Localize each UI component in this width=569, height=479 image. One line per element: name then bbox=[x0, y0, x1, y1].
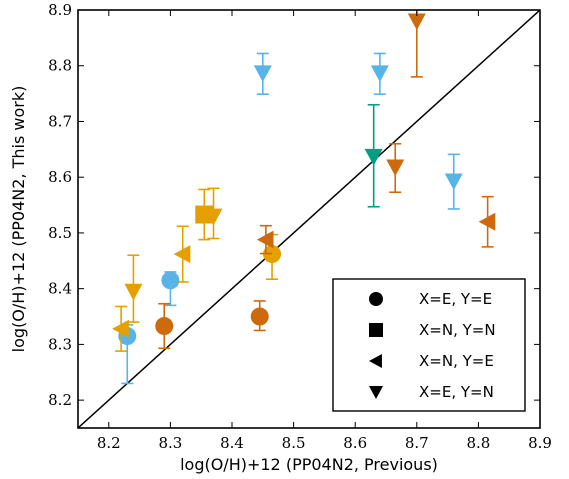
data-point bbox=[250, 300, 269, 332]
point-marker-triangle-down bbox=[124, 283, 143, 301]
axis-ticks: 8.2 8.3 8.4 8.5 8.6 8.7 8.8 8.9 8.2 8.3 8.4 8.5 8.6 8… bbox=[48, 1, 552, 452]
legend-item: X=E, Y=N bbox=[369, 383, 494, 401]
data-point bbox=[173, 225, 191, 283]
data-point bbox=[204, 187, 223, 240]
point-marker-triangle-down bbox=[370, 65, 389, 82]
x-tick-label: 8.4 bbox=[220, 434, 244, 452]
data-point bbox=[256, 224, 274, 255]
y-tick-label: 8.5 bbox=[48, 224, 72, 242]
plot-area bbox=[78, 10, 540, 428]
data-point bbox=[161, 271, 180, 307]
data-point bbox=[444, 153, 463, 210]
legend-label: X=N, Y=E bbox=[419, 352, 494, 370]
legend-marker-triangle-down bbox=[369, 386, 383, 399]
y-tick-label: 8.9 bbox=[48, 1, 72, 19]
legend-box bbox=[332, 278, 526, 412]
data-point bbox=[112, 305, 129, 352]
legend-item: X=N, Y=N bbox=[369, 321, 496, 339]
legend-marker-circle bbox=[369, 292, 383, 306]
point-marker-triangle-left bbox=[256, 230, 274, 249]
legend-item: X=E, Y=E bbox=[369, 290, 492, 308]
y-tick-label: 8.2 bbox=[48, 391, 72, 409]
point-marker-circle bbox=[155, 317, 174, 336]
data-point bbox=[407, 10, 426, 78]
legend-marker-triangle-left bbox=[369, 354, 382, 368]
x-tick-label: 8.9 bbox=[528, 434, 552, 452]
x-axis-label: log(O/H)+12 (PP04N2, Previous) bbox=[180, 455, 438, 474]
y-tick-label: 8.6 bbox=[48, 168, 72, 186]
y-tick-label: 8.8 bbox=[48, 57, 72, 75]
data-point bbox=[124, 254, 143, 323]
point-marker-circle bbox=[263, 245, 282, 264]
x-tick-label: 8.3 bbox=[158, 434, 182, 452]
legend: X=E, Y=E X=N, Y=N X=N, Y=E X=E, Y=N bbox=[332, 278, 526, 412]
point-marker-triangle-down bbox=[364, 148, 383, 166]
identity-line bbox=[78, 10, 540, 428]
y-axis-label: log(O/H)+12 (PP04N2, This work) bbox=[9, 86, 28, 353]
x-tick-label: 8.2 bbox=[97, 434, 121, 452]
point-marker-triangle-down bbox=[204, 208, 223, 226]
plot-frame bbox=[77, 9, 541, 429]
point-marker-triangle-down bbox=[444, 173, 463, 191]
point-marker-triangle-left bbox=[173, 245, 191, 264]
point-marker-triangle-left bbox=[478, 212, 496, 231]
legend-item: X=N, Y=E bbox=[369, 352, 494, 370]
y-tick-label: 8.4 bbox=[48, 280, 72, 298]
x-tick-label: 8.5 bbox=[282, 434, 306, 452]
point-marker-circle bbox=[250, 307, 269, 326]
point-marker-circle bbox=[161, 271, 180, 290]
legend-label: X=N, Y=N bbox=[419, 321, 496, 339]
point-marker-triangle-left bbox=[112, 319, 129, 338]
y-tick-label: 8.7 bbox=[48, 112, 72, 130]
x-tick-label: 8.8 bbox=[466, 434, 490, 452]
point-marker-triangle-down bbox=[253, 65, 272, 82]
data-point bbox=[364, 103, 383, 208]
y-tick-label: 8.3 bbox=[48, 335, 72, 353]
legend-label: X=E, Y=N bbox=[419, 383, 494, 401]
point-marker-triangle-down bbox=[407, 13, 426, 31]
legend-marker-square bbox=[369, 323, 383, 337]
data-point bbox=[386, 142, 405, 194]
point-marker-triangle-down bbox=[386, 159, 405, 177]
x-tick-label: 8.7 bbox=[405, 434, 429, 452]
legend-label: X=E, Y=E bbox=[419, 290, 492, 308]
data-point bbox=[370, 52, 389, 95]
data-point bbox=[155, 302, 174, 350]
data-point bbox=[478, 195, 496, 248]
x-tick-label: 8.6 bbox=[343, 434, 367, 452]
data-point bbox=[253, 52, 272, 95]
